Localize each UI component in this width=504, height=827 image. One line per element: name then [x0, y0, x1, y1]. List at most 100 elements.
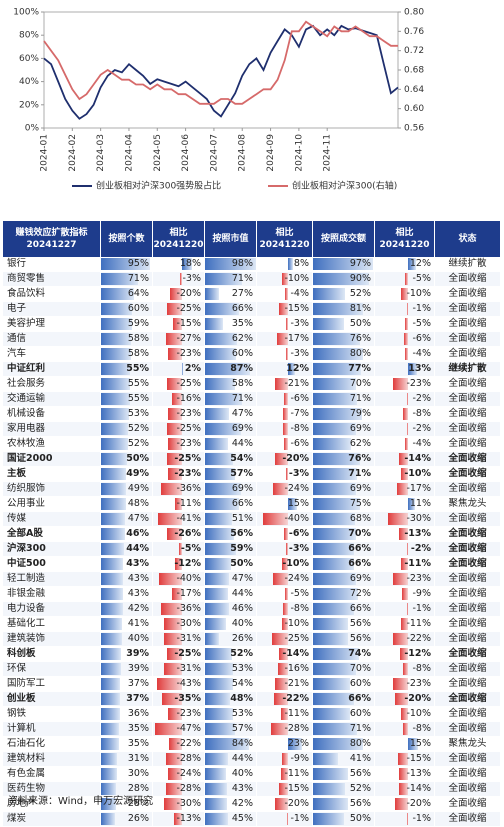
table-cell: -5%	[153, 542, 205, 556]
table-cell: 69%	[313, 422, 375, 436]
cell-text: 全面收缩	[448, 333, 487, 344]
cell-text: 全面收缩	[448, 528, 487, 539]
table-cell: 77%	[313, 362, 375, 376]
cell-text: 全面收缩	[448, 423, 487, 434]
data-bar	[313, 783, 346, 795]
cell-text: 47%	[127, 513, 149, 524]
table-cell: 40%	[101, 632, 153, 646]
table-cell: 全面收缩	[435, 422, 501, 436]
table-row: 中证500 43% -12% 50% -10% 66% -11% 全面收缩	[3, 557, 501, 572]
table-cell: -31%	[153, 662, 205, 676]
table-cell: -26%	[153, 527, 205, 541]
table-cell: 全面收缩	[435, 632, 501, 646]
table-cell: 全面收缩	[435, 512, 501, 526]
data-bar	[277, 333, 288, 345]
table-cell: -24%	[153, 767, 205, 781]
table-cell: -1%	[375, 602, 435, 616]
table-cell: 71%	[205, 392, 257, 406]
table-cell: 66%	[205, 302, 257, 316]
cell-text: -13%	[404, 528, 431, 539]
table-cell: 轻工制造	[3, 572, 101, 586]
cell-text: 71%	[231, 393, 253, 404]
cell-text: -14%	[406, 783, 431, 794]
table-cell: 74%	[313, 647, 375, 661]
table-cell: 全面收缩	[435, 647, 501, 661]
cell-text: -27%	[176, 333, 201, 344]
cell-text: 非银金融	[7, 588, 46, 599]
table-cell: 55%	[101, 392, 153, 406]
cell-text: -8%	[412, 723, 432, 734]
cell-text: 74%	[348, 648, 371, 659]
table-cell: 全部A股	[3, 527, 101, 541]
cell-text: -8%	[290, 603, 310, 614]
table-cell: -7%	[257, 407, 313, 421]
data-bar	[101, 333, 132, 345]
data-bar	[287, 258, 293, 270]
data-bar	[313, 543, 354, 555]
data-bar	[101, 318, 132, 330]
cell-text: -16%	[176, 393, 201, 404]
data-bar	[313, 333, 361, 345]
table-cell: 76%	[313, 452, 375, 466]
cell-text: 70%	[349, 663, 371, 674]
table-cell: 55%	[101, 377, 153, 391]
data-bar	[402, 723, 408, 735]
data-bar	[401, 468, 408, 480]
data-bar	[161, 693, 182, 705]
cell-text: 52%	[230, 648, 253, 659]
cell-text: 12%	[286, 363, 309, 374]
data-bar	[101, 678, 121, 690]
data-bar	[205, 738, 249, 750]
cell-text: -9%	[290, 753, 310, 764]
cell-text: 15%	[409, 738, 431, 749]
table-cell: 80%	[313, 737, 375, 751]
table-cell: -6%	[257, 392, 313, 406]
cell-text: 75%	[349, 498, 371, 509]
data-bar	[405, 348, 408, 360]
table-cell: 46%	[205, 602, 257, 616]
cell-text: 11%	[409, 498, 431, 509]
cell-text: -10%	[404, 468, 431, 479]
data-bar	[313, 408, 362, 420]
table-cell: -10%	[375, 287, 435, 301]
cell-text: -10%	[284, 618, 309, 629]
cell-text: -12%	[174, 558, 201, 569]
cell-text: 12%	[409, 258, 431, 269]
table-cell: 55%	[101, 362, 153, 376]
header-cell: 相比 20241220	[375, 221, 435, 257]
data-bar	[205, 603, 229, 615]
data-bar	[168, 468, 182, 480]
data-bar	[101, 288, 135, 300]
cell-text: -6%	[290, 393, 310, 404]
cell-text: 43%	[127, 573, 149, 584]
data-bar	[287, 813, 288, 825]
table-cell: 钢铁	[3, 707, 101, 721]
table-row: 电力设备 42% -36% 46% -8% 66% -1% 全面收缩	[3, 602, 501, 617]
data-bar	[205, 588, 228, 600]
table-cell: 非银金融	[3, 587, 101, 601]
table-cell: 聚焦龙头	[435, 497, 501, 511]
table-cell: 35%	[101, 722, 153, 736]
table-cell: 62%	[313, 437, 375, 451]
cell-text: -17%	[406, 483, 431, 494]
y2-tick-label: 0.68	[404, 66, 424, 76]
table-cell: 43%	[101, 557, 153, 571]
data-bar	[287, 363, 296, 375]
cell-text: 环保	[7, 663, 27, 674]
data-bar	[284, 528, 288, 540]
table-cell: 全面收缩	[435, 347, 501, 361]
cell-text: 66%	[231, 498, 253, 509]
data-bar	[313, 453, 361, 465]
table-cell: 银行	[3, 257, 101, 271]
table-cell: 房地产	[3, 797, 101, 811]
table-cell: 全面收缩	[435, 707, 501, 721]
data-bar	[181, 363, 183, 375]
data-bar	[401, 708, 408, 720]
data-bar	[281, 558, 288, 570]
cell-text: 37%	[127, 678, 149, 689]
cell-text: 53%	[127, 408, 149, 419]
data-bar	[282, 423, 288, 435]
data-bar	[205, 813, 229, 825]
table-cell: 71%	[101, 272, 153, 286]
table-cell: 53%	[101, 407, 153, 421]
